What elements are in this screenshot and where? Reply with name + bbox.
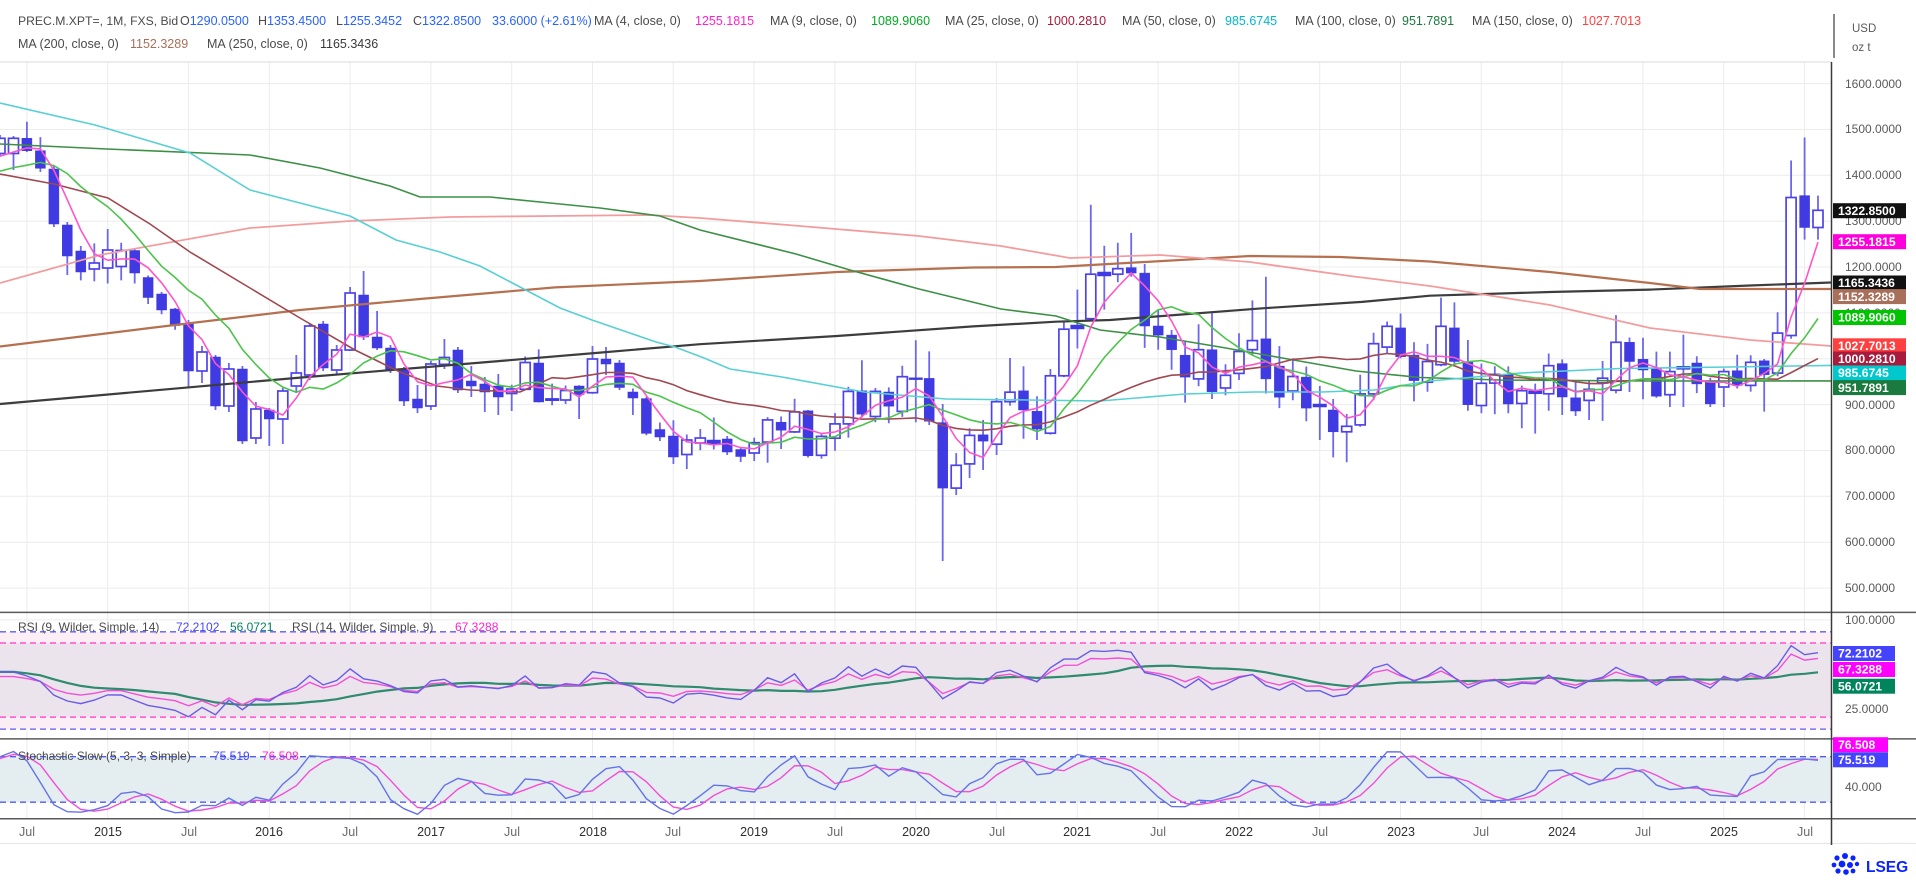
svg-text:PREC.M.XPT=, 1M, FXS, Bid: PREC.M.XPT=, 1M, FXS, Bid: [18, 14, 178, 28]
svg-text:Jul: Jul: [1150, 825, 1166, 839]
svg-text:1089.9060: 1089.9060: [1838, 311, 1896, 325]
svg-text:Jul: Jul: [989, 825, 1005, 839]
svg-text:985.6745: 985.6745: [1225, 14, 1277, 28]
svg-text:Jul: Jul: [665, 825, 681, 839]
svg-text:2020: 2020: [902, 825, 930, 839]
svg-text:RSI (9, Wilder, Simple, 14): RSI (9, Wilder, Simple, 14): [18, 620, 159, 634]
svg-text:Jul: Jul: [1635, 825, 1651, 839]
svg-text:MA (25, close, 0): MA (25, close, 0): [945, 14, 1039, 28]
svg-text:76.508: 76.508: [1838, 738, 1875, 752]
svg-text:1000.2810: 1000.2810: [1838, 352, 1896, 366]
svg-text:2021: 2021: [1063, 825, 1091, 839]
svg-text:RSI (14, Wilder, Simple, 9): RSI (14, Wilder, Simple, 9): [292, 620, 433, 634]
svg-text:67.3288: 67.3288: [1838, 663, 1882, 677]
svg-text:76.508: 76.508: [262, 749, 299, 763]
svg-text:MA (250, close, 0): MA (250, close, 0): [207, 37, 308, 51]
svg-text:33.6000 (+2.61%): 33.6000 (+2.61%): [492, 14, 592, 28]
svg-text:2019: 2019: [740, 825, 768, 839]
svg-text:1500.0000: 1500.0000: [1845, 122, 1902, 136]
svg-text:900.0000: 900.0000: [1845, 398, 1895, 412]
svg-text:MA (50, close, 0): MA (50, close, 0): [1122, 14, 1216, 28]
svg-text:Jul: Jul: [827, 825, 843, 839]
svg-text:2025: 2025: [1710, 825, 1738, 839]
svg-text:O1290.0500: O1290.0500: [180, 14, 249, 28]
svg-text:Jul: Jul: [342, 825, 358, 839]
svg-text:H1353.4500: H1353.4500: [258, 14, 326, 28]
svg-text:USD: USD: [1852, 23, 1876, 35]
svg-text:1089.9060: 1089.9060: [871, 14, 930, 28]
svg-text:2024: 2024: [1548, 825, 1576, 839]
svg-text:25.0000: 25.0000: [1845, 702, 1889, 716]
svg-text:500.0000: 500.0000: [1845, 581, 1895, 595]
svg-text:1600.0000: 1600.0000: [1845, 77, 1902, 91]
svg-text:Jul: Jul: [19, 825, 35, 839]
svg-text:MA (100, close, 0): MA (100, close, 0): [1295, 14, 1396, 28]
svg-text:2023: 2023: [1387, 825, 1415, 839]
svg-text:67.3288: 67.3288: [455, 620, 499, 634]
svg-text:1000.2810: 1000.2810: [1047, 14, 1106, 28]
svg-text:56.0721: 56.0721: [1838, 679, 1882, 693]
svg-text:1165.3436: 1165.3436: [320, 37, 378, 51]
svg-text:L1255.3452: L1255.3452: [336, 14, 402, 28]
svg-text:1152.3289: 1152.3289: [130, 37, 188, 51]
svg-text:oz t: oz t: [1852, 42, 1871, 54]
svg-text:2017: 2017: [417, 825, 445, 839]
svg-text:2018: 2018: [579, 825, 607, 839]
svg-text:Jul: Jul: [1312, 825, 1328, 839]
svg-text:MA (150, close, 0): MA (150, close, 0): [1472, 14, 1573, 28]
svg-text:Jul: Jul: [1473, 825, 1489, 839]
svg-text:Jul: Jul: [181, 825, 197, 839]
svg-text:72.2102: 72.2102: [1838, 647, 1882, 661]
svg-text:1152.3289: 1152.3289: [1838, 290, 1895, 304]
svg-text:40.000: 40.000: [1845, 780, 1882, 794]
svg-text:56.0721: 56.0721: [230, 620, 274, 634]
svg-text:985.6745: 985.6745: [1838, 366, 1889, 380]
svg-text:75.519: 75.519: [1838, 753, 1875, 767]
svg-text:MA (4, close, 0): MA (4, close, 0): [594, 14, 681, 28]
svg-text:951.7891: 951.7891: [1838, 381, 1889, 395]
svg-text:1165.3436: 1165.3436: [1838, 276, 1895, 290]
svg-text:MA (9, close, 0): MA (9, close, 0): [770, 14, 857, 28]
svg-text:800.0000: 800.0000: [1845, 443, 1895, 457]
svg-text:LSEG: LSEG: [1866, 859, 1908, 876]
svg-text:2015: 2015: [94, 825, 122, 839]
svg-text:Jul: Jul: [1797, 825, 1813, 839]
svg-text:1200.0000: 1200.0000: [1845, 260, 1902, 274]
svg-text:1255.1815: 1255.1815: [1838, 235, 1896, 249]
svg-text:MA (200, close, 0): MA (200, close, 0): [18, 37, 119, 51]
svg-text:2016: 2016: [255, 825, 283, 839]
svg-text:Stochastic Slow (5, 3, 3, Simp: Stochastic Slow (5, 3, 3, Simple): [18, 749, 191, 763]
svg-text:1255.1815: 1255.1815: [695, 14, 754, 28]
svg-text:Jul: Jul: [504, 825, 520, 839]
svg-text:72.2102: 72.2102: [176, 620, 220, 634]
svg-text:1322.8500: 1322.8500: [1838, 204, 1896, 218]
svg-text:75.519: 75.519: [213, 749, 250, 763]
svg-text:2022: 2022: [1225, 825, 1253, 839]
svg-text:700.0000: 700.0000: [1845, 489, 1895, 503]
svg-text:1027.7013: 1027.7013: [1838, 339, 1896, 353]
svg-text:600.0000: 600.0000: [1845, 535, 1895, 549]
svg-text:C1322.8500: C1322.8500: [413, 14, 481, 28]
svg-text:951.7891: 951.7891: [1402, 14, 1454, 28]
svg-text:100.0000: 100.0000: [1845, 613, 1895, 627]
svg-text:1400.0000: 1400.0000: [1845, 168, 1902, 182]
svg-text:1027.7013: 1027.7013: [1582, 14, 1641, 28]
